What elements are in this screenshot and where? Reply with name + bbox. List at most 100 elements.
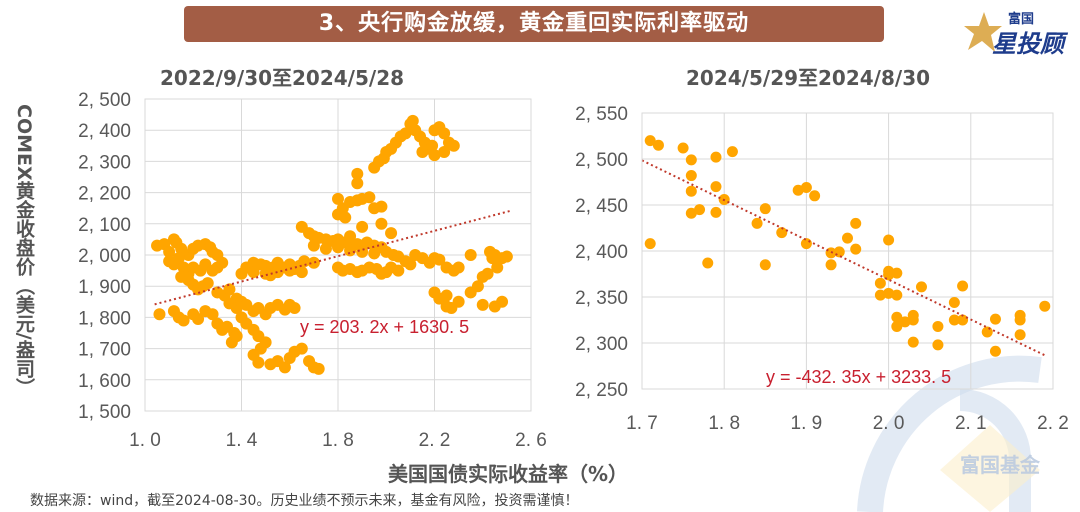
x-tick-label: 1. 8: [708, 413, 740, 434]
data-point: [907, 336, 919, 348]
data-point: [932, 320, 944, 332]
data-point: [307, 239, 320, 252]
data-point: [283, 264, 296, 277]
data-point: [644, 135, 656, 147]
data-point: [356, 245, 369, 258]
data-point: [776, 227, 788, 239]
data-point: [685, 170, 697, 182]
trendline: [154, 209, 512, 306]
data-point: [440, 289, 453, 302]
data-point: [288, 302, 301, 315]
data-point: [172, 252, 185, 265]
data-point: [216, 256, 229, 269]
watermark-text: 富国基金: [960, 453, 1041, 477]
y-tick-label: 2, 300: [78, 152, 131, 173]
data-point: [278, 361, 291, 374]
data-point: [644, 238, 656, 250]
data-point: [915, 281, 927, 293]
y-tick-label: 1, 500: [78, 402, 131, 423]
x-axis-label: 美国国债实际收益率（%）: [388, 462, 629, 486]
y-tick-label: 2, 350: [575, 288, 628, 309]
scatter-chart-right: 2, 250 2, 300 2, 350 2, 400 2, 450 2, 500 2, 5…: [575, 104, 1069, 434]
data-point: [825, 259, 837, 271]
data-point: [295, 266, 308, 279]
data-point: [809, 190, 821, 202]
data-point: [891, 267, 903, 279]
data-point: [726, 146, 738, 158]
data-point: [1039, 300, 1051, 312]
data-point: [307, 256, 320, 269]
x-tick-label: 1. 4: [226, 430, 258, 451]
data-point: [486, 252, 499, 265]
x-tick-label: 2. 0: [873, 413, 905, 434]
logo-text-big: 星投顾: [992, 30, 1064, 58]
data-point: [163, 245, 176, 258]
plot-area: [641, 112, 1054, 390]
trendline-equation: y = -432. 35x + 3233. 5: [766, 367, 951, 387]
y-tick-label: 2, 550: [575, 104, 628, 125]
y-axis-label: COMEX黄金收盘价（美元/盎司）: [13, 103, 35, 397]
data-point: [948, 314, 960, 326]
data-points: [644, 135, 1051, 357]
y-tick-label: 2, 400: [575, 242, 628, 263]
data-point: [891, 289, 903, 301]
data-point: [899, 316, 911, 328]
data-point: [452, 261, 465, 274]
y-tick-label: 2, 250: [575, 380, 628, 401]
data-point: [339, 211, 352, 224]
data-point: [500, 250, 513, 263]
data-point: [883, 234, 895, 246]
data-point: [850, 217, 862, 229]
data-point: [235, 267, 248, 280]
data-point: [404, 258, 417, 271]
data-point: [392, 264, 405, 277]
data-point: [759, 203, 771, 215]
data-point: [344, 230, 357, 243]
data-point: [332, 192, 344, 205]
data-point: [385, 227, 398, 240]
data-point: [375, 217, 388, 230]
chart1-title: 2022/9/30至2024/5/28: [160, 66, 405, 90]
y-tick-label: 1, 900: [78, 277, 131, 298]
y-tick-label: 1, 600: [78, 371, 131, 392]
y-tick-label: 2, 100: [78, 215, 131, 236]
star-icon: [964, 12, 1002, 52]
data-point: [471, 280, 484, 293]
data-point: [850, 243, 862, 255]
data-point: [800, 182, 812, 194]
y-tick-label: 2, 000: [78, 246, 131, 267]
data-point: [751, 217, 763, 229]
x-tick-label: 1. 9: [791, 413, 823, 434]
trendline: [641, 159, 1046, 357]
x-tick-label: 2. 1: [955, 413, 987, 434]
data-point: [356, 220, 369, 233]
data-point: [332, 241, 344, 254]
section-title-banner: 3、央行购金放缓，黄金重回实际利率驱动: [184, 6, 884, 42]
data-point: [981, 326, 993, 338]
data-point: [426, 139, 439, 152]
data-point: [891, 320, 903, 332]
data-point: [874, 289, 886, 301]
data-point: [295, 342, 308, 355]
y-tick-label: 2, 400: [78, 121, 131, 142]
data-point: [932, 339, 944, 351]
chart2-title: 2024/5/29至2024/8/30: [686, 66, 931, 90]
data-point: [694, 204, 706, 216]
x-tick-label: 1. 7: [626, 413, 658, 434]
data-point: [685, 154, 697, 166]
scatter-chart-left: 1, 500 1, 600 1, 700 1, 800 1, 900 2, 000 2, 1…: [78, 90, 547, 451]
data-point: [702, 257, 714, 269]
data-point: [271, 266, 284, 279]
data-point: [247, 266, 260, 279]
data-point: [957, 314, 969, 326]
data-point: [201, 277, 214, 290]
data-point: [447, 139, 460, 152]
data-points: [151, 114, 513, 375]
x-tick-label: 2. 2: [419, 430, 451, 451]
x-tick-label: 2. 6: [515, 430, 547, 451]
data-point: [438, 127, 451, 140]
data-point: [685, 185, 697, 197]
logo-text-small: 富国: [1008, 12, 1035, 27]
data-point: [685, 207, 697, 219]
data-point: [496, 295, 509, 308]
